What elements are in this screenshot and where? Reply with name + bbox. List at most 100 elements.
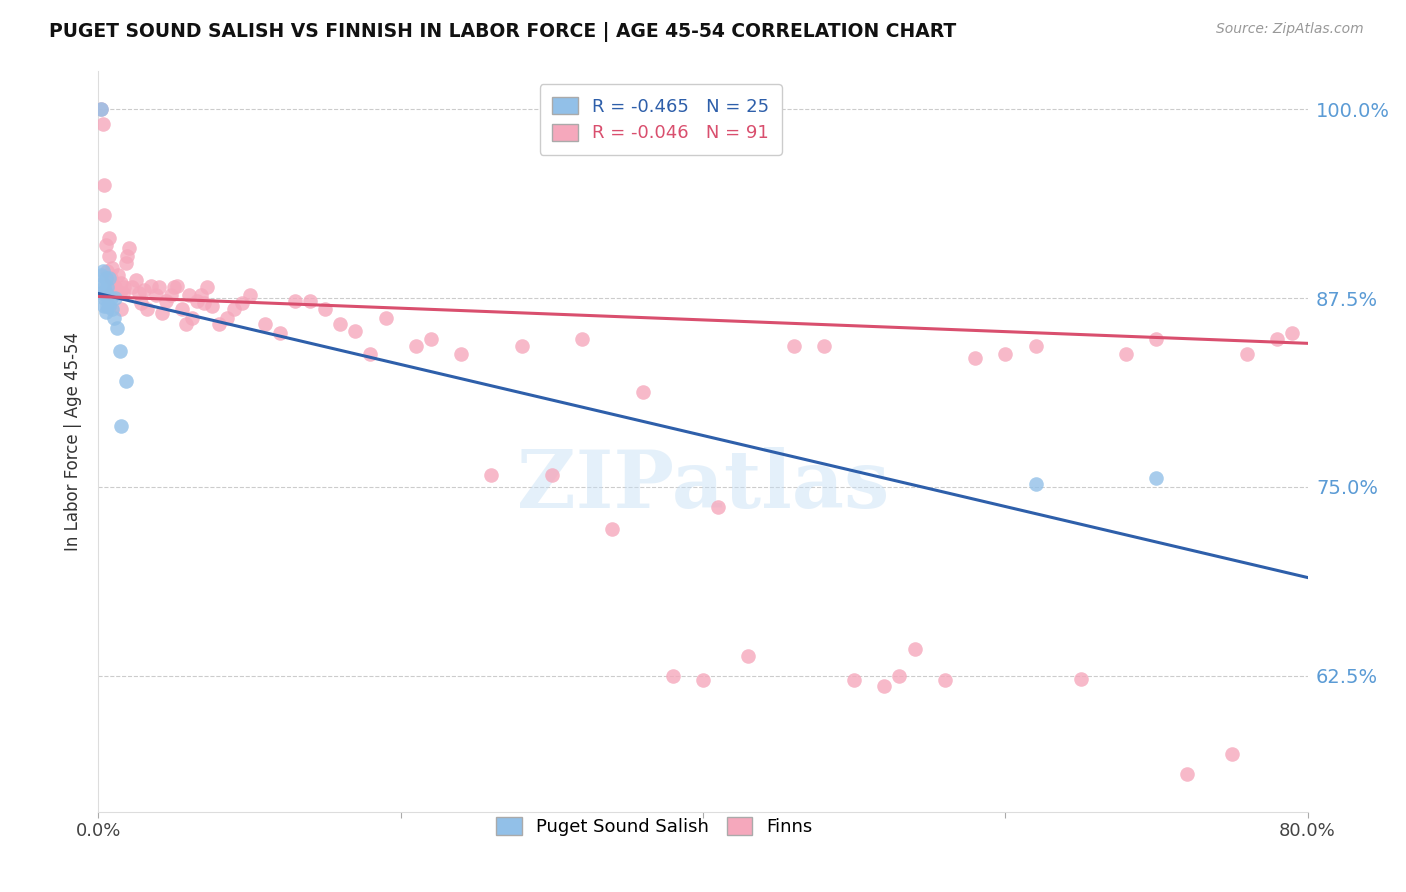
Point: [193, 295, 215, 310]
Point: [374, 310, 396, 325]
Point: [132, 284, 155, 298]
Point: [1144, 332, 1167, 346]
Point: [100, 271, 122, 285]
Point: [94, 271, 117, 285]
Point: [707, 500, 730, 514]
Point: [93, 299, 115, 313]
Point: [186, 293, 208, 308]
Legend: Puget Sound Salish, Finns: Puget Sound Salish, Finns: [485, 806, 824, 847]
Point: [994, 347, 1017, 361]
Point: [90, 102, 112, 116]
Point: [103, 279, 125, 293]
Point: [135, 301, 157, 316]
Point: [100, 291, 122, 305]
Point: [91, 117, 114, 131]
Point: [1024, 339, 1046, 353]
Point: [129, 295, 152, 310]
Point: [96, 264, 118, 278]
Point: [934, 673, 956, 688]
Point: [118, 241, 141, 255]
Point: [90, 268, 112, 283]
Point: [481, 467, 503, 482]
Point: [239, 288, 262, 302]
Point: [163, 280, 186, 294]
Point: [141, 279, 163, 293]
Point: [91, 264, 114, 278]
Point: [100, 286, 122, 301]
Point: [93, 178, 115, 192]
Point: [150, 306, 173, 320]
Point: [224, 301, 246, 316]
Point: [181, 310, 204, 325]
Point: [101, 301, 124, 316]
Point: [128, 286, 150, 301]
Point: [329, 317, 352, 331]
Point: [813, 339, 835, 353]
Point: [510, 339, 533, 353]
Point: [166, 279, 188, 293]
Point: [94, 304, 117, 318]
Point: [110, 419, 132, 434]
Point: [115, 249, 138, 263]
Point: [1115, 347, 1137, 361]
Point: [299, 293, 322, 308]
Point: [112, 280, 135, 294]
Point: [201, 299, 224, 313]
Text: Source: ZipAtlas.com: Source: ZipAtlas.com: [1216, 22, 1364, 37]
Point: [420, 332, 443, 346]
Point: [631, 384, 654, 399]
Point: [179, 288, 201, 302]
Point: [253, 317, 276, 331]
Point: [90, 286, 112, 301]
Point: [148, 280, 170, 294]
Point: [195, 280, 218, 294]
Point: [98, 249, 121, 263]
Point: [904, 641, 927, 656]
Y-axis label: In Labor Force | Age 45-54: In Labor Force | Age 45-54: [63, 332, 82, 551]
Text: ZIPatlas: ZIPatlas: [517, 447, 889, 525]
Point: [737, 649, 759, 664]
Point: [121, 280, 143, 294]
Point: [91, 276, 114, 290]
Point: [145, 288, 167, 302]
Point: [111, 286, 134, 301]
Point: [661, 669, 683, 683]
Point: [540, 467, 562, 482]
Point: [101, 260, 124, 275]
Point: [231, 295, 253, 310]
Point: [1175, 767, 1198, 781]
Point: [1144, 471, 1167, 485]
Point: [783, 339, 806, 353]
Point: [94, 238, 117, 252]
Point: [1281, 326, 1303, 340]
Point: [93, 291, 115, 305]
Point: [110, 301, 132, 316]
Point: [571, 332, 593, 346]
Point: [1267, 332, 1289, 346]
Point: [344, 324, 367, 338]
Point: [360, 347, 382, 361]
Point: [1070, 672, 1092, 686]
Point: [90, 102, 112, 116]
Point: [160, 288, 183, 302]
Point: [103, 310, 125, 325]
Point: [1024, 476, 1046, 491]
Point: [107, 268, 129, 283]
Point: [174, 317, 197, 331]
Point: [98, 271, 121, 285]
Point: [96, 299, 118, 313]
Point: [104, 280, 127, 294]
Point: [105, 321, 128, 335]
Point: [1236, 347, 1258, 361]
Point: [98, 299, 121, 313]
Point: [110, 276, 132, 290]
Point: [405, 339, 427, 353]
Point: [96, 280, 118, 294]
Point: [108, 343, 131, 358]
Point: [93, 208, 115, 222]
Point: [108, 286, 131, 301]
Point: [889, 669, 911, 683]
Point: [94, 286, 117, 301]
Point: [269, 326, 291, 340]
Point: [965, 351, 987, 366]
